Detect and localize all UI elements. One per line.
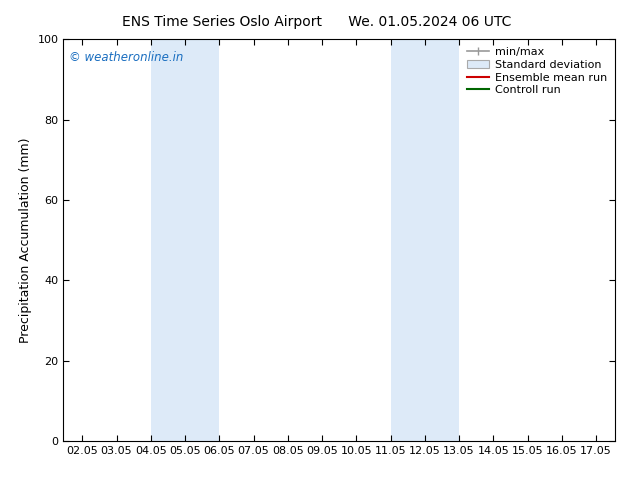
Text: ENS Time Series Oslo Airport      We. 01.05.2024 06 UTC: ENS Time Series Oslo Airport We. 01.05.2… — [122, 15, 512, 29]
Text: © weatheronline.in: © weatheronline.in — [69, 51, 183, 64]
Legend: min/max, Standard deviation, Ensemble mean run, Controll run: min/max, Standard deviation, Ensemble me… — [465, 45, 609, 98]
Y-axis label: Precipitation Accumulation (mm): Precipitation Accumulation (mm) — [19, 137, 32, 343]
Bar — [151, 39, 219, 441]
Bar — [391, 39, 459, 441]
